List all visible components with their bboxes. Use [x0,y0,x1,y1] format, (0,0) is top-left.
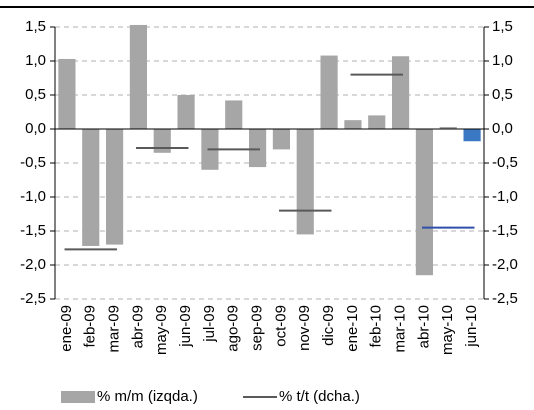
bar [368,115,386,129]
bar [82,129,100,246]
y2-tick-label: 0,5 [492,86,513,103]
y2-tick-label: -2,5 [492,290,518,307]
bar [320,55,338,130]
x-tick-label: may-10 [439,305,456,355]
bar [344,120,362,129]
x-tick-label: ago-09 [225,305,242,352]
legend-swatch [61,391,95,403]
x-tick-label: abr-10 [415,305,432,348]
bar [272,129,290,150]
y-tick-label: -1,0 [20,188,46,205]
bar [392,56,410,129]
bar [225,100,243,129]
bar [129,24,147,129]
x-tick-label: dic-09 [320,305,337,346]
y-tick-label: -0,5 [20,154,46,171]
x-tick-label: oct-09 [272,305,289,347]
x-tick-label: ene-10 [344,305,361,352]
x-tick-label: nov-09 [296,305,313,351]
x-tick-label: mar-09 [106,305,123,353]
bar [106,129,124,245]
y2-tick-label: 1,0 [492,52,513,69]
y2-tick-label: 0,0 [492,120,513,137]
y2-tick-label: 1,5 [492,18,513,35]
x-tick-label: may-09 [153,305,170,355]
x-tick-label: abr-09 [129,305,146,348]
x-tick-label: feb-09 [82,305,99,348]
y2-tick-label: -1,0 [492,188,518,205]
y-tick-label: 1,0 [25,52,46,69]
y-tick-label: -1,5 [20,222,46,239]
y2-tick-label: -0,5 [492,154,518,171]
y-tick-label: 0,0 [25,120,46,137]
x-tick-label: ene-09 [58,305,75,352]
bar [439,126,457,129]
bar [177,95,195,129]
y-tick-label: 0,5 [25,86,46,103]
x-tick-label: feb-10 [368,305,385,348]
bar [249,129,267,168]
x-tick-label: mar-10 [392,305,409,353]
bar [296,129,314,235]
bar [463,129,481,142]
x-tick-label: sep-09 [249,305,266,351]
bar [415,129,433,276]
bar [153,129,171,153]
y2-tick-label: -2,0 [492,256,518,273]
x-tick-label: jun-10 [463,305,480,348]
bar [58,58,76,129]
legend-label: % t/t (dcha.) [279,388,360,405]
y2-tick-label: -1,5 [492,222,518,239]
y-tick-label: -2,0 [20,256,46,273]
y-tick-label: 1,5 [25,18,46,35]
x-tick-label: jun-09 [177,305,194,348]
legend-label: % m/m (izqda.) [97,388,198,405]
y-tick-label: -2,5 [20,290,46,307]
x-tick-label: jul-09 [201,305,218,343]
